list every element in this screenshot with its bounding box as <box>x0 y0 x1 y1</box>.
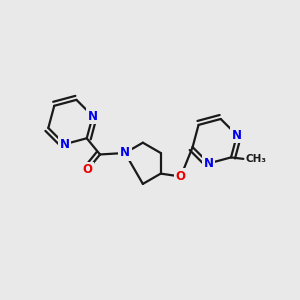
Text: N: N <box>204 157 214 170</box>
Text: O: O <box>82 163 93 176</box>
Text: N: N <box>60 138 70 151</box>
Text: O: O <box>176 170 186 183</box>
Text: N: N <box>232 129 242 142</box>
Text: N: N <box>88 110 98 123</box>
Text: CH₃: CH₃ <box>246 154 267 164</box>
Text: N: N <box>120 146 130 160</box>
